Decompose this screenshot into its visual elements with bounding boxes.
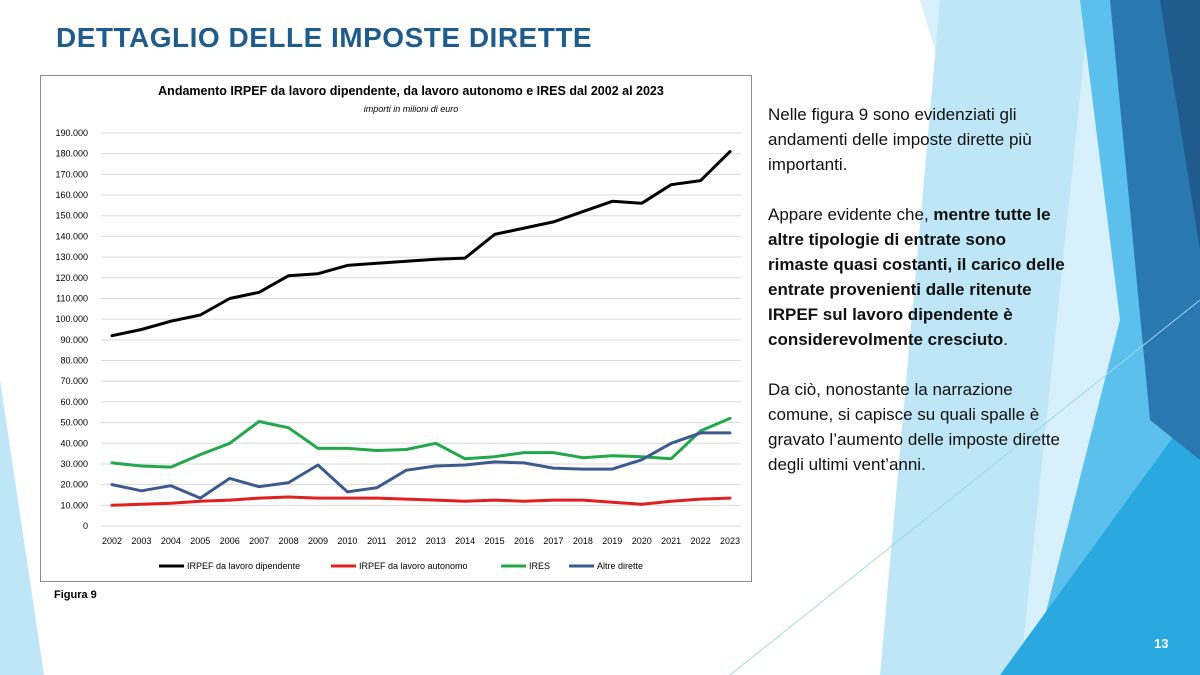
x-tick-label: 2018 <box>573 536 593 546</box>
slide-title: DETTAGLIO DELLE IMPOSTE DIRETTE <box>56 22 593 53</box>
series-line-2 <box>110 495 732 507</box>
paragraph-3: Da ciò, nonostante la narrazione comune,… <box>768 380 1060 474</box>
y-tick-label: 190.000 <box>55 128 88 138</box>
x-tick-label: 2016 <box>514 536 534 546</box>
series-line-3 <box>110 416 732 469</box>
x-tick-label: 2022 <box>691 536 711 546</box>
x-tick-label: 2011 <box>367 536 386 546</box>
y-tick-label: 60.000 <box>60 397 88 407</box>
deco-left-triangle <box>0 380 44 675</box>
paragraph-2-end: . <box>1003 330 1008 349</box>
legend-label: Altre dirette <box>597 561 643 571</box>
chart-frame: Andamento IRPEF da lavoro dipendente, da… <box>40 75 752 582</box>
x-tick-label: 2002 <box>102 536 122 546</box>
y-tick-label: 40.000 <box>60 438 88 448</box>
y-tick-label: 150.000 <box>55 211 88 221</box>
x-tick-label: 2005 <box>190 536 210 546</box>
series-lines <box>110 150 732 507</box>
y-tick-label: 180.000 <box>55 149 88 159</box>
y-tick-label: 90.000 <box>60 335 88 345</box>
x-tick-label: 2015 <box>485 536 505 546</box>
paragraph-2: Appare evidente che, mentre tutte le alt… <box>768 202 1068 352</box>
body-text: Nelle figura 9 sono evidenziati gli anda… <box>768 102 1068 502</box>
y-tick-label: 50.000 <box>60 418 88 428</box>
x-tick-label: 2021 <box>661 536 681 546</box>
x-tick-label: 2019 <box>602 536 622 546</box>
y-tick-label: 20.000 <box>60 480 88 490</box>
y-tick-label: 120.000 <box>55 273 88 283</box>
paragraph-1: Nelle figura 9 sono evidenziati gli anda… <box>768 105 1032 174</box>
y-tick-label: 160.000 <box>55 190 88 200</box>
x-tick-label: 2003 <box>131 536 151 546</box>
deco-right-pale <box>880 0 1090 675</box>
x-tick-label: 2008 <box>279 536 299 546</box>
gridlines <box>101 132 741 527</box>
x-tick-label: 2007 <box>249 536 269 546</box>
paragraph-2-bold: mentre tutte le altre tipologie di entra… <box>768 205 1065 349</box>
x-tick-label: 2013 <box>426 536 446 546</box>
x-tick-label: 2017 <box>543 536 563 546</box>
y-tick-label: 70.000 <box>60 376 88 386</box>
x-tick-label: 2004 <box>161 536 181 546</box>
x-tick-label: 2009 <box>308 536 328 546</box>
legend-label: IRES <box>529 561 550 571</box>
y-tick-label: 100.000 <box>55 314 88 324</box>
chart-subtitle: importi in milioni di euro <box>364 104 459 114</box>
x-tick-label: 2010 <box>337 536 357 546</box>
y-tick-label: 10.000 <box>60 500 88 510</box>
deco-line <box>729 299 1200 675</box>
y-tick-label: 170.000 <box>55 169 88 179</box>
y-tick-label: 30.000 <box>60 459 88 469</box>
series-line-4 <box>110 431 732 500</box>
deco-right-darker <box>1160 0 1200 250</box>
series-line-1 <box>110 150 732 338</box>
x-tick-label: 2020 <box>632 536 652 546</box>
x-axis-ticks: 2002 2003 2004 2005 2006 2007 2008 2009 2010 2011… <box>102 536 740 546</box>
figure-label: Figura 9 <box>54 589 97 601</box>
y-tick-label: 0 <box>83 521 88 531</box>
line-chart: Andamento IRPEF da lavoro dipendente, da… <box>55 84 741 571</box>
deco-right-dark <box>1110 0 1200 460</box>
legend-label: IRPEF da lavoro autonomo <box>359 561 468 571</box>
chart-title: Andamento IRPEF da lavoro dipendente, da… <box>158 84 664 98</box>
x-tick-label: 2006 <box>220 536 240 546</box>
page-number: 13 <box>1154 636 1169 651</box>
x-tick-label: 2012 <box>396 536 416 546</box>
y-axis-ticks: 0 10.000 20.000 30.000 40.000 50.000 60.000 70.… <box>55 128 88 531</box>
x-tick-label: 2023 <box>720 536 740 546</box>
legend-label: IRPEF da lavoro dipendente <box>187 561 300 571</box>
paragraph-2-intro: Appare evidente che, <box>768 205 934 224</box>
y-tick-label: 130.000 <box>55 252 88 262</box>
x-tick-label: 2014 <box>455 536 475 546</box>
y-tick-label: 140.000 <box>55 231 88 241</box>
y-tick-label: 80.000 <box>60 356 88 366</box>
legend: IRPEF da lavoro dipendente IRPEF da lavor… <box>159 561 643 571</box>
deco-right-cyan <box>1000 400 1200 675</box>
y-tick-label: 110.000 <box>56 293 88 303</box>
